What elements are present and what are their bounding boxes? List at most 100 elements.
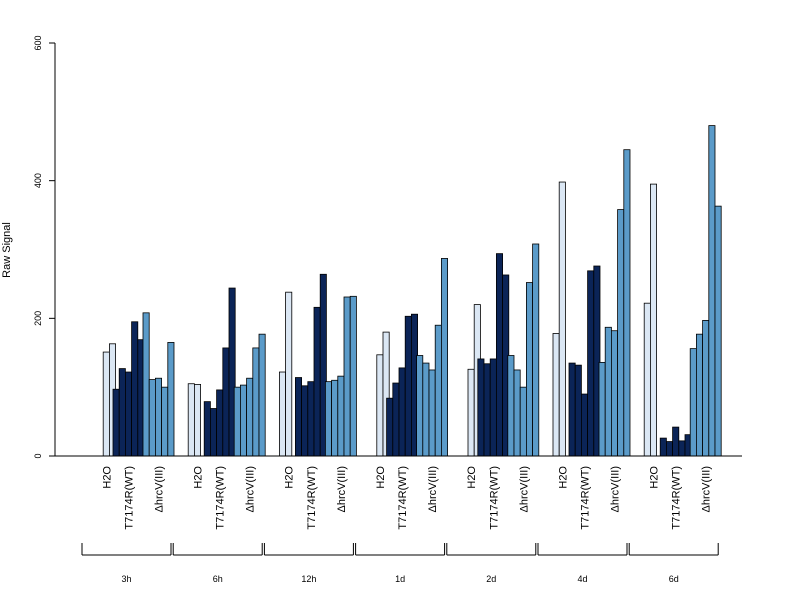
bar bbox=[696, 333, 704, 457]
bar bbox=[568, 362, 576, 457]
bar bbox=[209, 408, 217, 457]
bar bbox=[507, 355, 515, 457]
bar bbox=[118, 368, 126, 457]
bar bbox=[278, 371, 286, 457]
group-label: T7174R(WT) bbox=[215, 466, 227, 530]
group-label: ΔhrcV(III) bbox=[245, 466, 257, 512]
y-tick-label: 600 bbox=[33, 35, 43, 50]
group-label: H2O bbox=[284, 466, 296, 489]
timepoint-brackets: 3h 6h 12h 1d 2d 4d 6d bbox=[81, 543, 719, 584]
group-label: ΔhrcV(III) bbox=[154, 466, 166, 512]
group-label: H2O bbox=[375, 466, 387, 489]
bar bbox=[587, 270, 595, 457]
group-label: ΔhrcV(III) bbox=[427, 466, 439, 512]
bar bbox=[416, 355, 424, 457]
y-axis-label: Raw Signal bbox=[1, 222, 13, 278]
bar bbox=[659, 437, 667, 457]
group-label: T7174R(WT) bbox=[580, 466, 592, 530]
bar bbox=[672, 426, 680, 457]
bar bbox=[604, 326, 612, 457]
bar bbox=[404, 315, 412, 457]
bar bbox=[386, 397, 394, 457]
group-label: T7174R(WT) bbox=[124, 466, 136, 530]
bar bbox=[246, 377, 254, 457]
bar bbox=[216, 389, 224, 457]
bar bbox=[574, 364, 582, 457]
group-label: ΔhrcV(III) bbox=[336, 466, 348, 512]
group-label: H2O bbox=[557, 466, 569, 489]
bar bbox=[324, 381, 332, 457]
bar bbox=[102, 351, 110, 457]
bar bbox=[167, 342, 175, 457]
bar bbox=[142, 312, 150, 457]
bar bbox=[125, 371, 133, 457]
bar bbox=[252, 347, 260, 457]
bar bbox=[495, 253, 503, 457]
bar bbox=[301, 385, 309, 457]
bar bbox=[611, 330, 619, 457]
timepoint-label: 3h bbox=[121, 574, 131, 584]
bar bbox=[708, 125, 716, 457]
bar bbox=[258, 333, 266, 457]
group-label: T7174R(WT) bbox=[488, 466, 500, 530]
bar bbox=[581, 393, 589, 457]
timepoint-label: 2d bbox=[486, 574, 496, 584]
bar bbox=[131, 321, 139, 457]
bar bbox=[558, 181, 566, 457]
timepoint-label: 6d bbox=[669, 574, 679, 584]
bar bbox=[148, 379, 156, 457]
timepoint-label: 12h bbox=[301, 574, 316, 584]
y-axis: 0 200 400 600 bbox=[33, 35, 56, 459]
bar bbox=[598, 361, 606, 457]
bar bbox=[477, 358, 485, 457]
bar bbox=[349, 295, 357, 457]
group-label: H2O bbox=[193, 466, 205, 489]
bar bbox=[187, 383, 195, 457]
bar bbox=[434, 324, 442, 457]
bar bbox=[428, 369, 436, 457]
bar bbox=[489, 358, 497, 457]
bar bbox=[376, 354, 384, 457]
bar bbox=[467, 368, 475, 457]
bar bbox=[513, 369, 521, 457]
bar bbox=[337, 375, 345, 457]
bar bbox=[313, 306, 321, 457]
bars bbox=[102, 125, 722, 457]
bar bbox=[678, 440, 686, 457]
timepoint-label: 6h bbox=[213, 574, 223, 584]
bar bbox=[519, 386, 527, 457]
bar bbox=[294, 377, 302, 457]
group-label: H2O bbox=[101, 466, 113, 489]
bar bbox=[193, 384, 201, 457]
bar bbox=[483, 363, 491, 457]
bar bbox=[161, 386, 169, 457]
bar bbox=[203, 401, 211, 457]
bar bbox=[112, 388, 120, 457]
bar bbox=[331, 379, 339, 457]
timepoint-label: 1d bbox=[395, 574, 405, 584]
bar bbox=[307, 381, 315, 457]
bar bbox=[392, 382, 400, 457]
bar bbox=[422, 362, 430, 457]
bar bbox=[343, 296, 351, 457]
group-label: ΔhrcV(III) bbox=[518, 466, 530, 512]
bar bbox=[689, 348, 697, 457]
group-label: T7174R(WT) bbox=[397, 466, 409, 530]
group-label: T7174R(WT) bbox=[671, 466, 683, 530]
bar bbox=[714, 205, 722, 457]
bar bbox=[532, 243, 540, 457]
bar bbox=[233, 386, 241, 457]
timepoint-label: 4d bbox=[577, 574, 587, 584]
bar bbox=[154, 377, 162, 457]
bar bbox=[666, 441, 674, 457]
bar bbox=[702, 319, 710, 457]
group-label: ΔhrcV(III) bbox=[610, 466, 622, 512]
bar bbox=[398, 367, 406, 457]
bar bbox=[285, 291, 293, 457]
y-tick-label: 400 bbox=[33, 173, 43, 188]
group-label: T7174R(WT) bbox=[306, 466, 318, 530]
bar bbox=[650, 183, 658, 457]
bar bbox=[440, 258, 448, 457]
group-label: H2O bbox=[466, 466, 478, 489]
